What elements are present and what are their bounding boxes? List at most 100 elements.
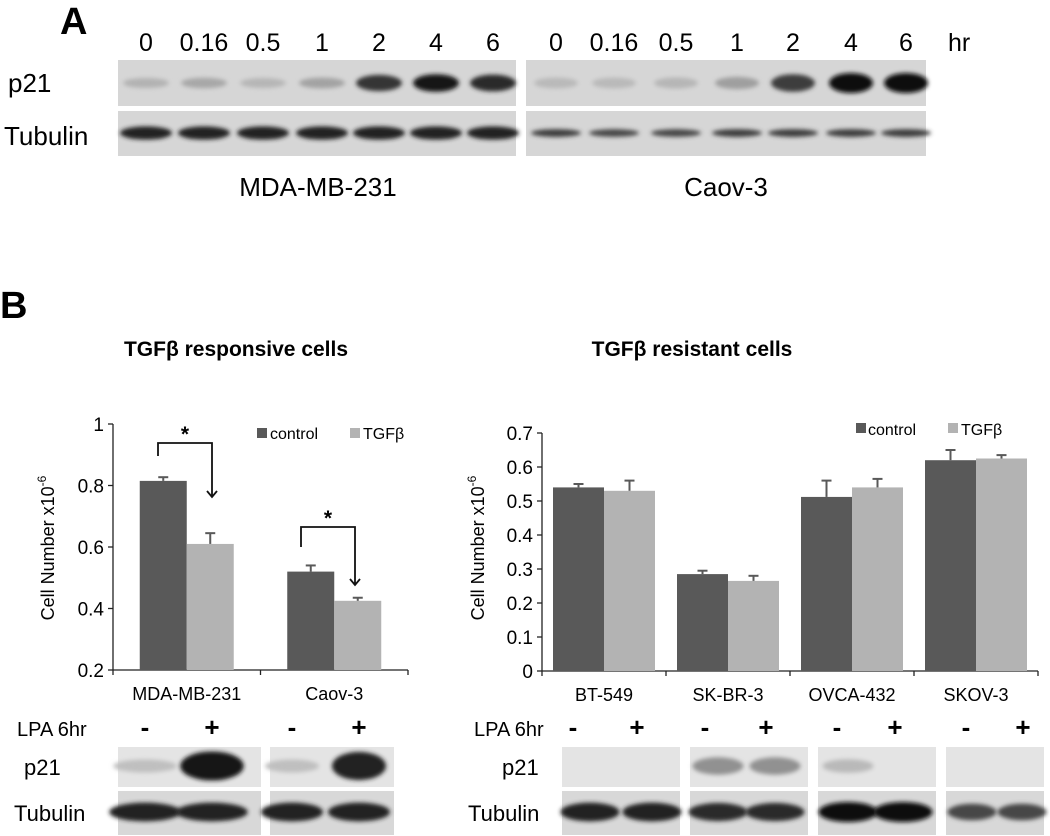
significance-bracket-mda: * (157, 423, 218, 499)
blot-band-tubulin (997, 803, 1047, 821)
time-label: 0.16 (180, 29, 229, 57)
x-tick-label: SKOV-3 (943, 685, 1008, 705)
blot-band (654, 77, 698, 89)
row-label-tubulin: Tubulin (4, 121, 88, 151)
lpa-label: LPA 6hr (474, 719, 544, 741)
time-label: 4 (844, 29, 858, 57)
row-label-p21: p21 (8, 68, 51, 98)
cell-line-label: MDA-MB-231 (239, 172, 396, 202)
time-label: 2 (786, 29, 800, 57)
blot-band (296, 126, 348, 140)
time-label: 0 (549, 29, 563, 57)
blot-band (712, 129, 762, 137)
y-axis-label-text: Cell Number x10 (38, 486, 58, 620)
significance-star: * (324, 507, 333, 530)
blot-band-tubulin (560, 802, 620, 822)
time-label: 1 (315, 29, 329, 57)
lpa-plus: + (204, 712, 219, 742)
lpa-plus: + (351, 712, 366, 742)
blot-band-p21 (332, 751, 386, 781)
y-tick-label: 0.2 (78, 661, 104, 682)
blot-band (534, 77, 578, 89)
blot-band (237, 126, 289, 140)
y-tick-label: 0.7 (507, 424, 533, 445)
blot-band (410, 126, 462, 140)
y-tick-label: 0.6 (78, 538, 104, 559)
blot-strip-p21 (946, 747, 1044, 787)
blot-band-p21 (265, 759, 319, 773)
significance-bracket-caov: * (300, 507, 361, 587)
lpa-plus: + (629, 712, 644, 742)
bar-tgfb (728, 580, 779, 671)
y-tick-label: 0.1 (507, 628, 533, 649)
blot-bands-p21 (534, 73, 928, 93)
blot-band (123, 77, 169, 89)
time-unit-label: hr (948, 29, 970, 57)
blot-bands-p21 (123, 74, 516, 92)
legend-label-control: control (868, 422, 916, 439)
blot-band (826, 129, 876, 137)
blot-band (592, 77, 636, 89)
blot-band (240, 78, 286, 88)
blot-band-tubulin (873, 802, 933, 822)
lpa-plus: + (887, 712, 902, 742)
y-axis-label-text: Cell Number x10 (468, 486, 488, 620)
panel-a-letter: A (60, 1, 87, 43)
row-label-p21: p21 (24, 755, 61, 780)
lpa-blot (560, 747, 682, 835)
y-axis-label-exponent: -6 (35, 475, 49, 486)
blot-band (299, 77, 345, 89)
lpa-western-blots (109, 747, 1047, 835)
bar-control (801, 496, 852, 671)
lpa-blot (261, 747, 394, 835)
blot-band (470, 74, 516, 92)
blot-bands-tubulin (531, 129, 931, 137)
time-label: 0 (139, 29, 153, 57)
blot-band (768, 129, 818, 137)
panel-a-time-labels-right: 0 0.16 0.5 1 2 4 6 (549, 29, 913, 57)
blot-band-p21 (692, 757, 744, 775)
y-tick-label: 0.2 (507, 594, 533, 615)
blot-band-tubulin (745, 802, 805, 822)
bar-tgfb (186, 543, 234, 670)
lpa-blot (946, 747, 1047, 835)
bracket-line (157, 442, 218, 499)
blot-band-tubulin (261, 802, 323, 822)
blot-band (531, 129, 581, 137)
blot-band-p21 (180, 751, 244, 781)
blot-band (829, 73, 873, 93)
blot-band-tubulin (328, 802, 390, 822)
x-tick-label: BT-549 (575, 685, 633, 705)
blot-band (353, 126, 405, 140)
bar-control (925, 460, 976, 671)
y-tick-label: 0.4 (507, 526, 534, 547)
panel-b: B TGFβ responsive cells TGFβ resistant c… (0, 285, 1047, 835)
blot-caov-3-timecourse (526, 60, 931, 156)
row-label-tubulin: Tubulin (468, 801, 539, 826)
blot-band-p21 (822, 759, 874, 773)
legend-label-tgfb: TGFβ (961, 422, 1002, 439)
lpa-blot (109, 747, 261, 835)
bar-tgfb (976, 458, 1027, 671)
x-tick-label: Caov-3 (305, 684, 363, 704)
y-axis-label: Cell Number x10-6 (465, 475, 488, 620)
legend-label-control: control (270, 426, 318, 443)
legend-swatch-tgfb (948, 423, 958, 433)
blot-band (715, 76, 759, 90)
blot-band-tubulin (947, 803, 997, 821)
blot-band (589, 129, 639, 137)
y-tick-label: 0.3 (507, 560, 533, 581)
lpa-plus: + (1015, 712, 1030, 742)
plot-area: 0 0.1 0.2 0.3 0.4 0.5 0.6 0.7 BT-549 SK-BR-3 OVCA-… (507, 424, 1039, 705)
blot-mda-mb-231-timecourse (118, 60, 519, 156)
legend: control TGFβ (257, 426, 404, 443)
x-tick-label: OVCA-432 (808, 685, 895, 705)
chart-title-resistant: TGFβ resistant cells (592, 338, 793, 361)
panel-a-time-labels-left: 0 0.16 0.5 1 2 4 6 (139, 29, 500, 57)
lpa-minus: - (833, 712, 842, 742)
lpa-blot (818, 747, 936, 835)
time-label: 1 (730, 29, 744, 57)
plot-area: 0.2 0.4 0.6 0.8 1 MDA-MB-231 Caov-3 (78, 415, 409, 704)
time-label: 2 (372, 29, 386, 57)
legend-label-tgfb: TGFβ (363, 426, 404, 443)
